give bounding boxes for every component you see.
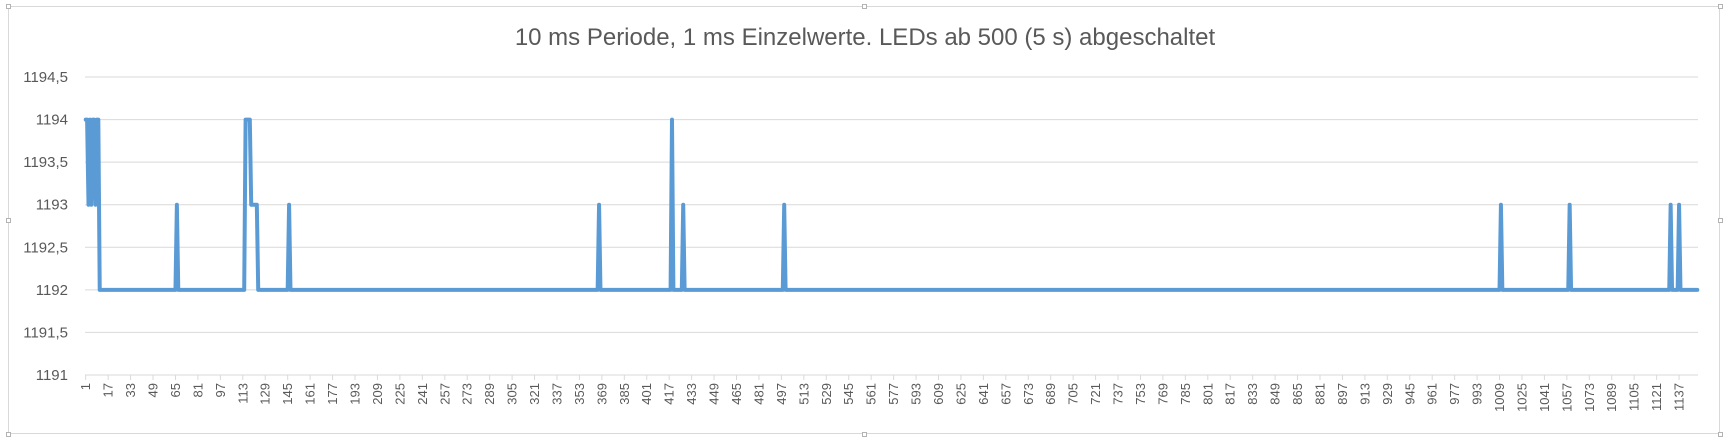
x-tick-label: 497 xyxy=(774,383,789,405)
x-tick-label: 1057 xyxy=(1559,383,1574,412)
x-tick-label: 961 xyxy=(1425,383,1440,405)
x-tick-label: 625 xyxy=(953,383,968,405)
x-tick-label: 593 xyxy=(909,383,924,405)
y-tick-label: 1193 xyxy=(36,197,68,214)
x-tick-label: 673 xyxy=(1021,383,1036,405)
x-tick-label: 97 xyxy=(213,383,228,397)
x-tick-label: 305 xyxy=(505,383,520,405)
y-tick-label: 1194 xyxy=(36,112,68,129)
resize-handle-middle-right[interactable] xyxy=(1718,218,1723,223)
x-tick-label: 1025 xyxy=(1514,383,1529,412)
x-tick-label: 481 xyxy=(751,383,766,405)
y-axis: 1191 1191,5 1192 1192,5 1193 1193,5 1194 1194,5 xyxy=(23,69,68,384)
x-tick-label: 1137 xyxy=(1672,383,1687,411)
x-tick-label: 577 xyxy=(886,383,901,405)
x-tick-label: 1105 xyxy=(1627,383,1642,411)
x-tick-label: 17 xyxy=(101,383,116,397)
x-tick-label: 65 xyxy=(168,383,183,397)
y-tick-label: 1192 xyxy=(36,282,68,299)
y-tick-label: 1193,5 xyxy=(23,154,68,171)
x-tick-label: 113 xyxy=(235,383,250,404)
x-tick-label: 1041 xyxy=(1537,383,1552,412)
x-tick-label: 257 xyxy=(437,383,452,405)
y-tick-label: 1194,5 xyxy=(23,69,68,86)
x-tick-label: 913 xyxy=(1357,383,1372,405)
x-tick-label: 721 xyxy=(1088,383,1103,405)
x-tick-label: 241 xyxy=(415,383,430,405)
x-tick-label: 657 xyxy=(998,383,1013,405)
x-tick-label: 737 xyxy=(1111,383,1126,405)
x-tick-label: 209 xyxy=(370,383,385,405)
x-tick-label: 161 xyxy=(303,383,318,405)
y-tick-label: 1191,5 xyxy=(23,324,68,341)
resize-handle-bottom-left[interactable] xyxy=(6,432,11,437)
x-tick-label: 385 xyxy=(617,383,632,405)
x-tick-label: 225 xyxy=(392,383,407,405)
x-tick-label: 545 xyxy=(841,383,856,405)
x-tick-label: 785 xyxy=(1178,383,1193,405)
x-tick-label: 369 xyxy=(594,383,609,405)
x-axis: 1 17 33 49 65 81 97 113 129 145 161 177 193 209 225 241… xyxy=(78,375,1687,412)
x-tick-label: 769 xyxy=(1155,383,1170,405)
x-tick-label: 833 xyxy=(1245,383,1260,405)
x-tick-label: 81 xyxy=(190,383,205,397)
x-tick-label: 1073 xyxy=(1582,383,1597,412)
x-tick-label: 401 xyxy=(639,383,654,405)
x-tick-label: 1009 xyxy=(1492,383,1507,412)
x-tick-label: 881 xyxy=(1312,383,1327,405)
resize-handle-top-right[interactable] xyxy=(1718,4,1723,9)
x-tick-label: 1 xyxy=(78,383,93,390)
x-tick-label: 865 xyxy=(1290,383,1305,405)
x-tick-label: 529 xyxy=(819,383,834,405)
x-tick-label: 609 xyxy=(931,383,946,405)
x-tick-label: 337 xyxy=(549,383,564,405)
x-tick-label: 849 xyxy=(1268,383,1283,405)
x-tick-label: 817 xyxy=(1223,383,1238,405)
y-tick-label: 1191 xyxy=(36,367,68,384)
resize-handle-top-middle[interactable] xyxy=(862,4,867,9)
chart-title: 10 ms Periode, 1 ms Einzelwerte. LEDs ab… xyxy=(515,24,1216,51)
x-tick-label: 465 xyxy=(729,383,744,405)
x-tick-label: 353 xyxy=(572,383,587,405)
x-tick-label: 33 xyxy=(123,383,138,397)
x-tick-label: 193 xyxy=(348,383,363,405)
x-tick-label: 753 xyxy=(1133,383,1148,405)
x-tick-label: 513 xyxy=(796,383,811,405)
x-tick-label: 417 xyxy=(662,383,677,405)
x-tick-label: 897 xyxy=(1335,383,1350,405)
x-tick-label: 993 xyxy=(1470,383,1485,405)
x-tick-label: 561 xyxy=(864,383,879,405)
resize-handle-bottom-middle[interactable] xyxy=(862,432,867,437)
x-tick-label: 177 xyxy=(325,383,340,405)
x-tick-label: 929 xyxy=(1380,383,1395,405)
x-tick-label: 689 xyxy=(1043,383,1058,405)
x-tick-label: 321 xyxy=(527,383,542,405)
x-tick-label: 945 xyxy=(1402,383,1417,405)
x-tick-label: 449 xyxy=(707,383,722,405)
resize-handle-top-left[interactable] xyxy=(6,4,11,9)
x-tick-label: 129 xyxy=(258,383,273,405)
resize-handle-middle-left[interactable] xyxy=(6,218,11,223)
x-tick-label: 977 xyxy=(1447,383,1462,405)
x-tick-label: 1121 xyxy=(1649,383,1664,411)
x-tick-label: 705 xyxy=(1066,383,1081,405)
x-tick-label: 1089 xyxy=(1604,383,1619,412)
gridlines xyxy=(85,76,1698,376)
x-tick-label: 641 xyxy=(976,383,991,405)
resize-handle-bottom-right[interactable] xyxy=(1718,432,1723,437)
y-tick-label: 1192,5 xyxy=(23,239,68,256)
x-tick-label: 433 xyxy=(684,383,699,405)
x-tick-label: 145 xyxy=(280,383,295,405)
x-tick-label: 49 xyxy=(146,383,161,397)
x-tick-label: 289 xyxy=(482,383,497,405)
x-tick-label: 801 xyxy=(1200,383,1215,405)
x-tick-label: 273 xyxy=(460,383,475,405)
data-series xyxy=(83,117,1700,292)
